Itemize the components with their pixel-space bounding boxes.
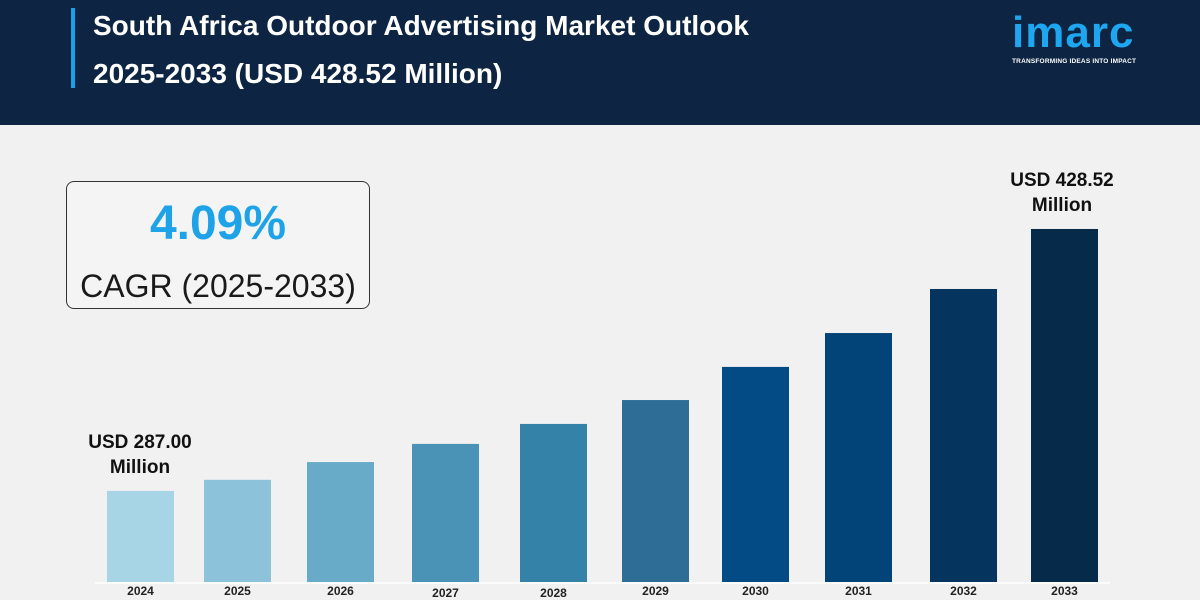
imarc-logo: imarc TRANSFORMING IDEAS INTO IMPACT xyxy=(1012,8,1162,65)
last-label-line-1: USD 428.52 xyxy=(1010,170,1114,191)
x-tick-label: 2028 xyxy=(540,586,567,600)
x-tick-label: 2033 xyxy=(1051,584,1078,598)
bar-2031 xyxy=(825,333,892,582)
x-tick-label: 2030 xyxy=(742,584,769,598)
title-accent-bar xyxy=(71,8,75,88)
first-bar-label: USD 287.00 Million xyxy=(70,430,210,480)
x-tick-label: 2031 xyxy=(845,584,872,598)
x-tick-label: 2024 xyxy=(127,584,154,598)
bar-2028 xyxy=(520,423,587,582)
bar-2024 xyxy=(107,490,174,582)
x-tick-label: 2027 xyxy=(432,586,459,600)
bar-2032 xyxy=(930,288,997,582)
logo-word: imarc xyxy=(1012,8,1135,57)
cagr-label: CAGR (2025-2033) xyxy=(80,268,356,304)
logo-tagline: TRANSFORMING IDEAS INTO IMPACT xyxy=(1012,58,1137,65)
bar-2033 xyxy=(1031,228,1098,582)
page-title: South Africa Outdoor Advertising Market … xyxy=(93,2,749,98)
title-line-1: South Africa Outdoor Advertising Market … xyxy=(93,10,749,41)
bar-2026 xyxy=(307,462,374,582)
bar-2027 xyxy=(412,443,479,582)
x-tick-label: 2025 xyxy=(224,584,251,598)
bar-2030 xyxy=(722,366,789,582)
title-line-2: 2025-2033 (USD 428.52 Million) xyxy=(93,58,503,89)
cagr-box: 4.09% CAGR (2025-2033) xyxy=(66,181,370,309)
bar-2025 xyxy=(204,479,271,582)
header-banner: South Africa Outdoor Advertising Market … xyxy=(0,0,1200,125)
first-label-line-1: USD 287.00 xyxy=(88,432,192,453)
x-tick-label: 2032 xyxy=(950,584,977,598)
first-label-line-2: Million xyxy=(109,457,171,478)
x-tick-label: 2026 xyxy=(327,584,354,598)
x-tick-label: 2029 xyxy=(642,584,669,598)
last-label-line-2: Million xyxy=(1031,195,1093,216)
last-bar-label: USD 428.52 Million xyxy=(992,168,1132,218)
bar-2029 xyxy=(622,400,689,582)
cagr-value: 4.09% xyxy=(149,197,287,250)
